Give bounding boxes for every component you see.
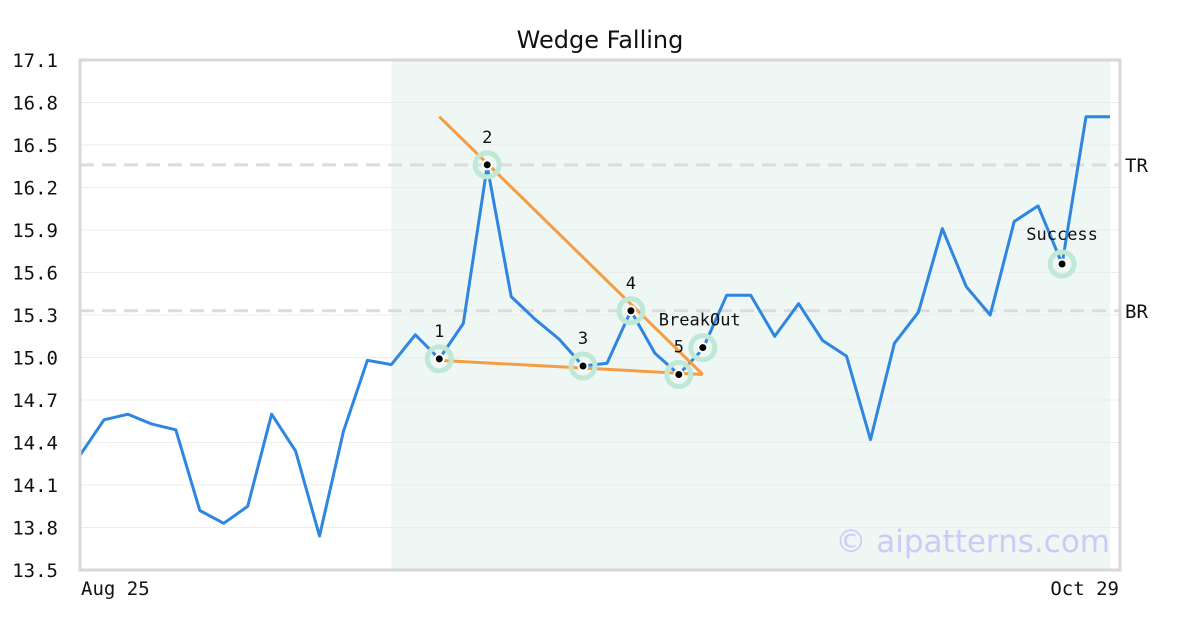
pattern-point-label: Success [1026,225,1098,245]
pattern-point-dot [433,353,445,365]
y-tick-label: 15.9 [12,220,58,242]
pattern-point-halo [424,344,454,374]
pattern-point-label: 2 [482,128,492,148]
plot-frame [78,58,1122,572]
pattern-point-dot [697,342,709,354]
y-tick-label: 13.8 [12,518,58,540]
x-tick-label: Oct 29 [1050,578,1119,600]
wedge-trend-line [438,115,704,376]
pattern-point-label: 4 [626,274,636,294]
level-label: TR [1125,155,1148,177]
pattern-point-halo [472,150,502,180]
y-tick-label: 13.5 [12,560,58,582]
pattern-point-dot [673,369,685,380]
y-tick-label: 16.2 [12,178,58,200]
pattern-point-halo [616,296,646,326]
pattern-point-label: 3 [578,329,588,349]
pattern-point-halo [1047,249,1077,279]
pattern-point-halo [664,360,694,389]
pattern-point-halo [568,351,598,381]
pattern-point-dot [625,305,637,317]
pattern-point-label: BreakOut [659,311,741,331]
chart-title: Wedge Falling [517,26,684,54]
y-tick-label: 15.0 [12,348,58,370]
y-tick-label: 14.1 [12,475,58,497]
y-tick-label: 16.8 [12,93,58,115]
pattern-point-label: 1 [434,322,444,342]
pattern-point-halo [688,333,718,363]
level-label: BR [1125,301,1148,323]
y-tick-label: 15.6 [12,263,58,285]
y-tick-label: 14.7 [12,390,58,412]
pattern-point-dot [481,159,493,171]
pattern-point-dot [1056,258,1068,270]
pattern-point-dot [577,360,589,372]
y-tick-label: 16.5 [12,135,58,157]
y-tick-label: 14.4 [12,433,58,455]
x-tick-label: Aug 25 [81,578,150,600]
y-tick-label: 15.3 [12,305,58,327]
y-tick-label: 17.1 [12,50,58,72]
pattern-point-label: 5 [674,338,684,358]
watermark: © aipatterns.com [835,524,1110,560]
